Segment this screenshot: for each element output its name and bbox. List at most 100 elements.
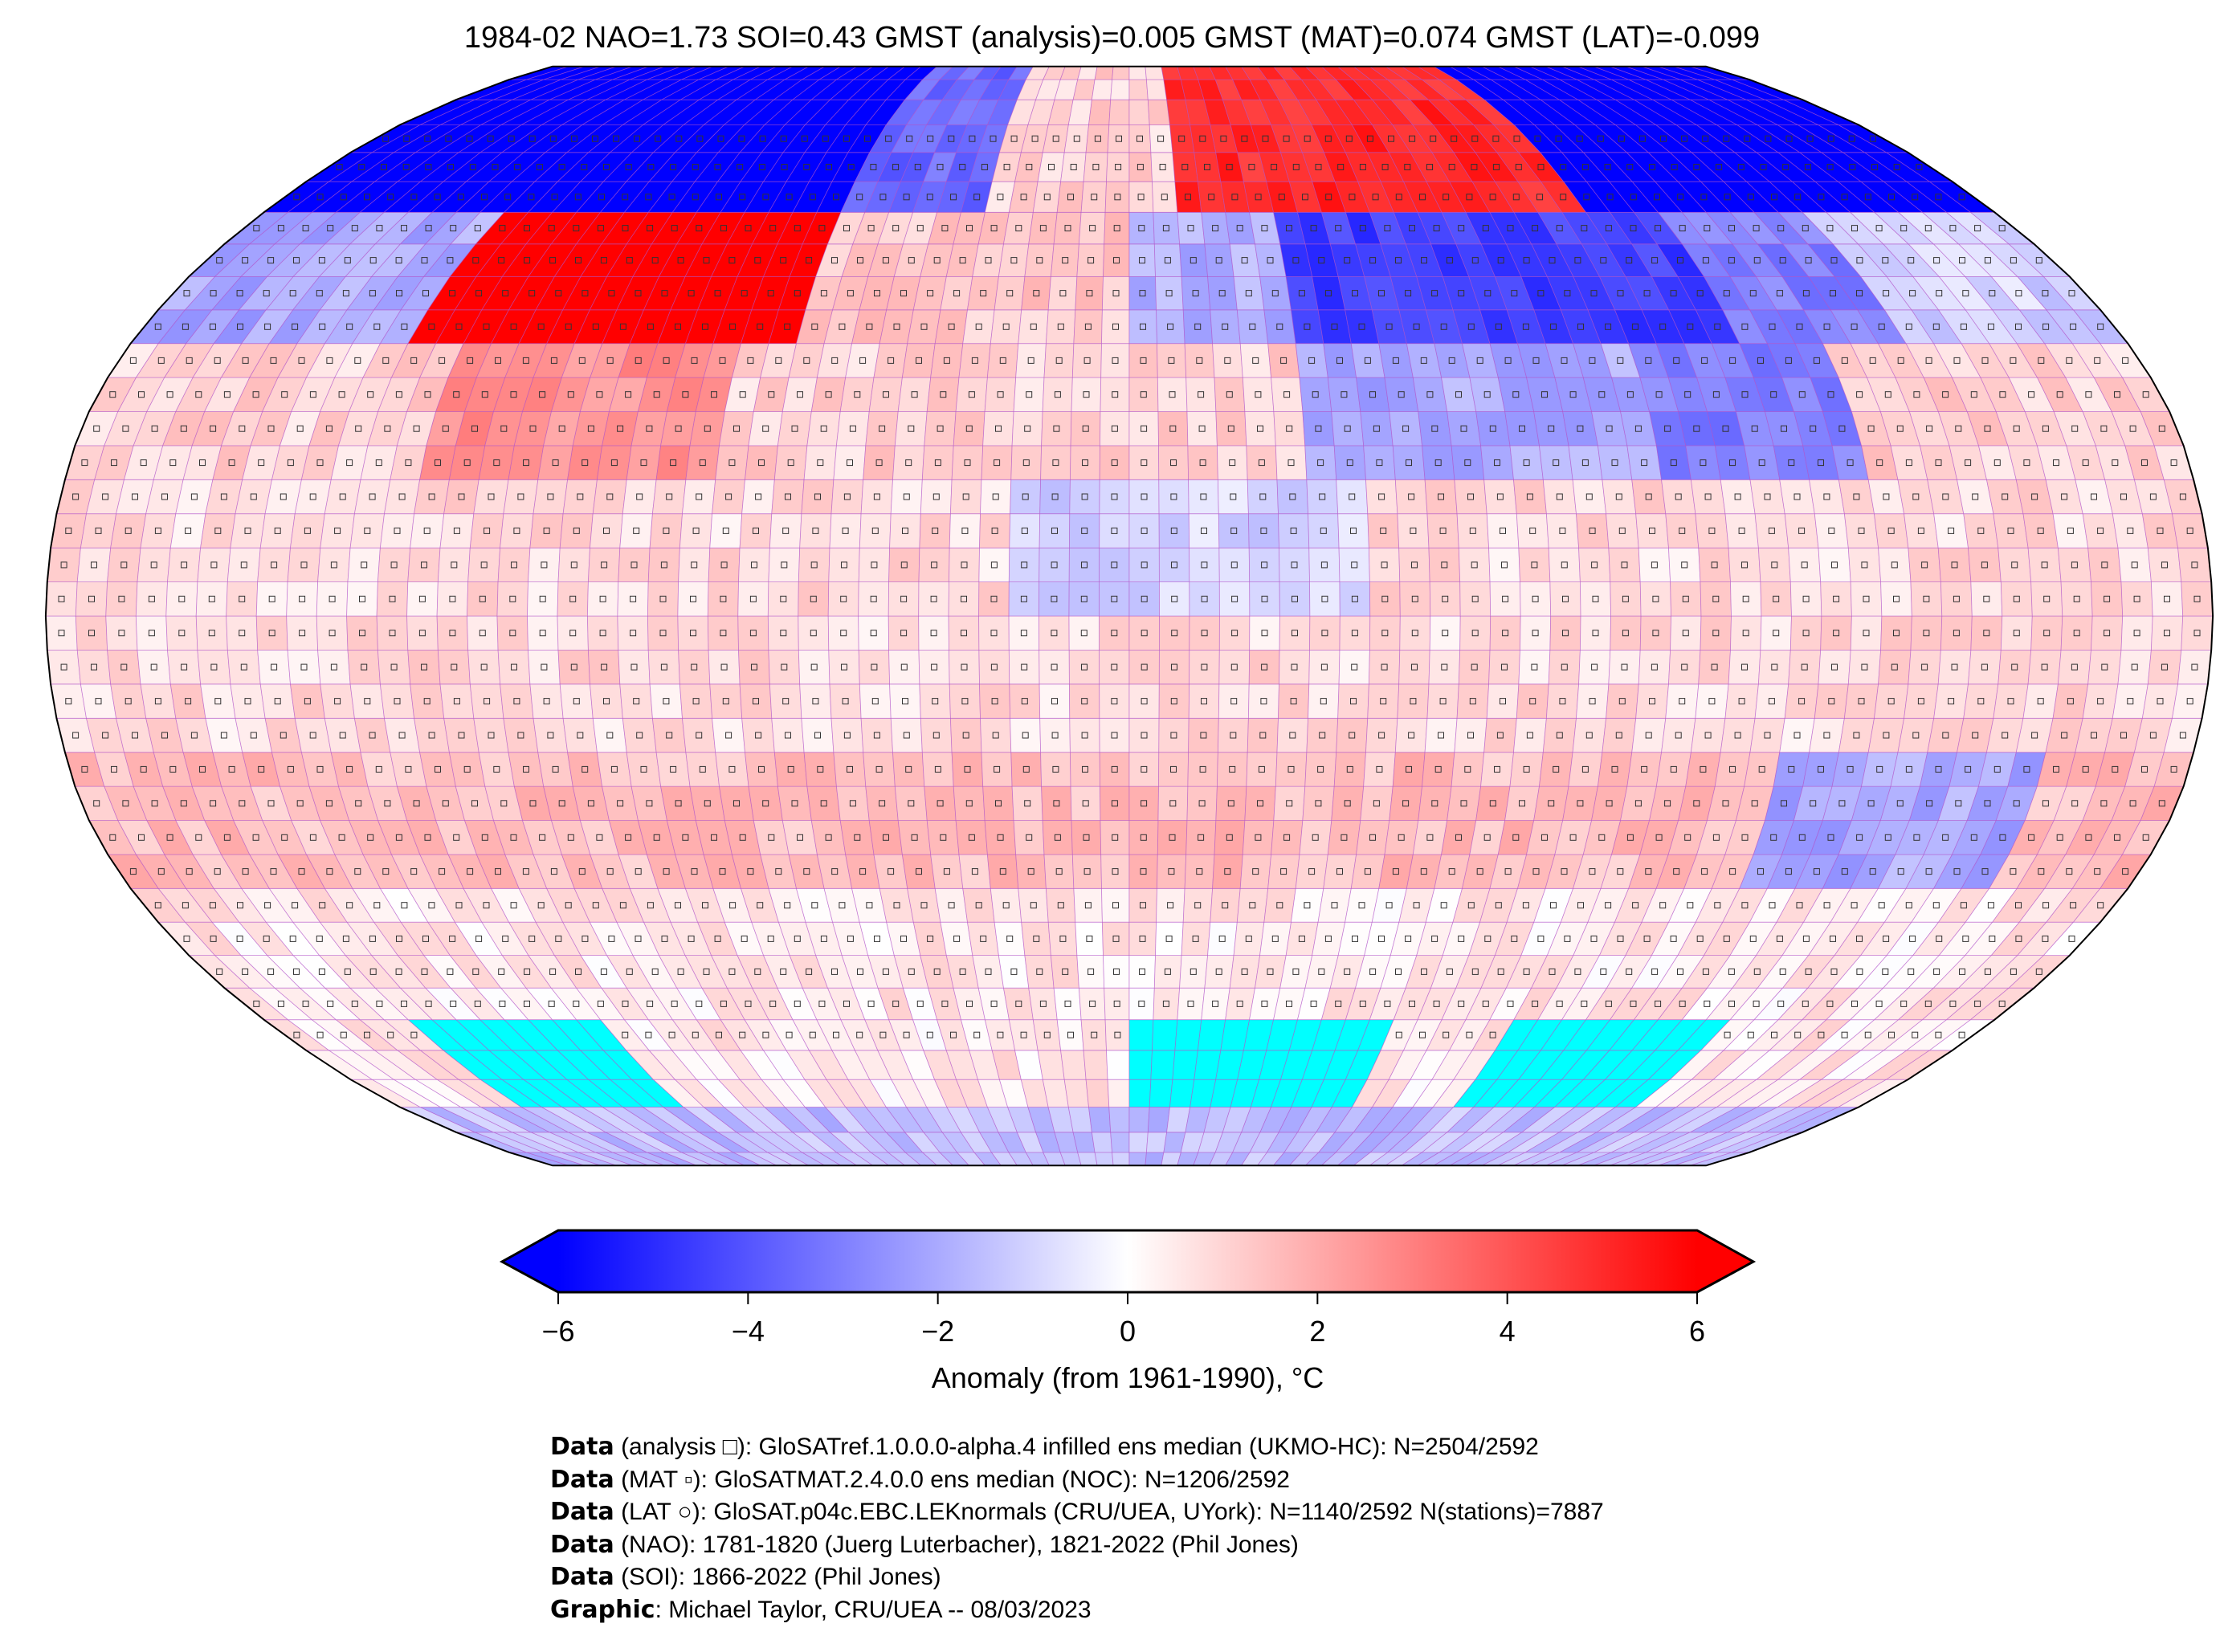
analysis-marker (1645, 357, 1652, 364)
analysis-marker (1064, 1000, 1071, 1007)
analysis-marker (1141, 493, 1148, 500)
analysis-marker (1341, 391, 1348, 398)
analysis-marker (1395, 1031, 1402, 1038)
grid-cell (860, 717, 893, 753)
grid-cell (1068, 513, 1100, 549)
analysis-marker (1576, 135, 1583, 142)
analysis-marker (1577, 800, 1584, 807)
analysis-marker (1215, 257, 1222, 264)
analysis-marker (389, 595, 396, 602)
analysis-marker (239, 800, 246, 807)
grid-cell (1940, 615, 1973, 651)
analysis-marker (733, 800, 740, 807)
analysis-marker (395, 968, 402, 975)
analysis-marker (118, 595, 125, 602)
analysis-marker (2011, 561, 2018, 569)
analysis-marker (636, 732, 643, 739)
grid-cell (1040, 752, 1071, 787)
grid-cell (1655, 445, 1691, 480)
grid-cell (1639, 615, 1672, 651)
analysis-marker (2056, 834, 2063, 841)
grid-cell (1398, 547, 1430, 582)
analysis-marker (1804, 164, 1811, 170)
analysis-marker (1111, 765, 1118, 773)
analysis-marker (1051, 732, 1059, 739)
analysis-marker (2112, 459, 2119, 467)
analysis-marker (1529, 698, 1536, 705)
analysis-marker (1606, 425, 1613, 432)
analysis-marker (570, 135, 577, 142)
analysis-marker (937, 800, 944, 807)
analysis-marker (1111, 732, 1118, 739)
grid-cell (1789, 581, 1822, 617)
colorbar-tick-label: 2 (1309, 1315, 1325, 1348)
analysis-marker (1876, 459, 1883, 467)
grid-cell (1128, 1132, 1149, 1153)
analysis-marker (758, 459, 765, 467)
analysis-marker (1522, 323, 1529, 330)
analysis-marker (1924, 1000, 1932, 1007)
analysis-marker (2127, 527, 2134, 534)
grid-cell (1542, 479, 1577, 515)
grid-cell (1908, 547, 1941, 582)
analysis-marker (1621, 663, 1628, 671)
analysis-marker (1751, 425, 1758, 432)
analysis-marker (1867, 800, 1875, 807)
analysis-marker (2068, 290, 2075, 297)
analysis-marker (1157, 135, 1165, 142)
analysis-marker (1536, 194, 1543, 201)
analysis-marker (1091, 194, 1098, 201)
analysis-marker (2010, 968, 2017, 975)
analysis-marker (1226, 164, 1233, 170)
grid-cell (1099, 479, 1130, 515)
analysis-marker (1497, 257, 1504, 264)
analysis-marker (959, 257, 966, 264)
colorbar-tick-label: −6 (541, 1315, 574, 1348)
grid-cell (1041, 411, 1072, 447)
analysis-marker (509, 630, 516, 637)
analysis-marker (1460, 425, 1467, 432)
grid-cell (529, 513, 564, 549)
credit-text: : Michael Taylor, CRU/UEA -- 08/03/2023 (655, 1596, 1092, 1623)
grid-cell (892, 752, 925, 787)
grid-cell (1149, 124, 1173, 153)
grid-cell (1068, 615, 1100, 651)
analysis-marker (927, 935, 934, 942)
analysis-marker (1141, 765, 1148, 773)
analysis-marker (239, 630, 246, 637)
analysis-marker (498, 257, 505, 264)
map-boundary (44, 65, 2214, 1167)
analysis-marker (1139, 257, 1145, 264)
grid-cell (835, 411, 870, 447)
analysis-marker (2141, 765, 2148, 773)
grid-cell (1128, 581, 1160, 617)
analysis-marker (755, 493, 762, 500)
analysis-marker (1867, 425, 1875, 432)
analysis-marker (1532, 595, 1539, 602)
analysis-marker (1358, 323, 1365, 330)
analysis-marker (1771, 1031, 1777, 1038)
grid-cell (894, 411, 928, 447)
grid-cell (953, 411, 985, 447)
grid-cell (1249, 581, 1280, 617)
grid-cell (1217, 717, 1249, 753)
analysis-marker (1802, 935, 1810, 942)
analysis-marker (2013, 800, 2020, 807)
analysis-marker (592, 135, 598, 142)
grid-cell (1085, 124, 1110, 153)
analysis-marker (1312, 391, 1319, 398)
grid-cell (2022, 683, 2059, 719)
analysis-marker (1581, 164, 1589, 170)
analysis-marker (990, 630, 998, 637)
analysis-marker (1856, 290, 1863, 297)
grid-cell (1908, 650, 1941, 685)
analysis-marker (688, 290, 695, 297)
grid-cell (1063, 124, 1089, 153)
analysis-marker (551, 194, 558, 201)
grid-cell (169, 513, 206, 549)
colorbar-tick-label: 0 (1120, 1315, 1136, 1348)
analysis-marker (1502, 630, 1509, 637)
grid-cell (739, 683, 773, 719)
analysis-marker (647, 323, 654, 330)
analysis-marker (1655, 1000, 1662, 1007)
